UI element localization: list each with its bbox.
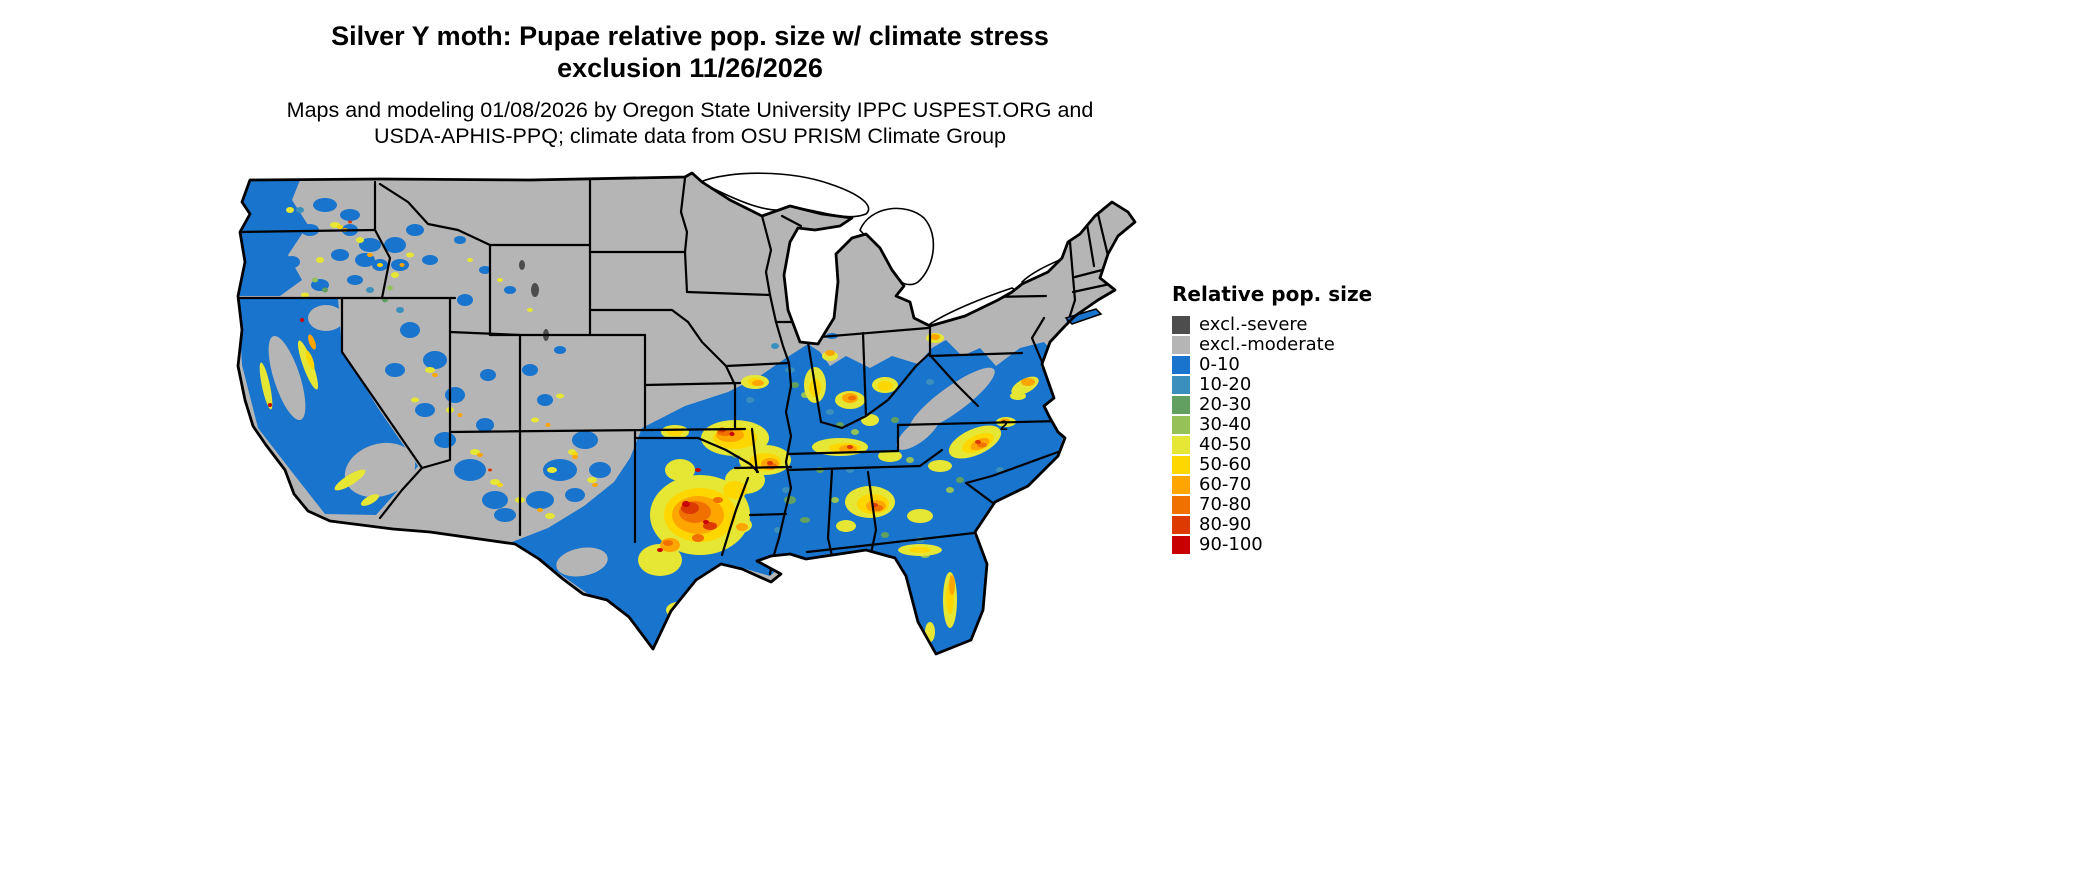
legend-entry-label: 10-20 (1199, 374, 1252, 395)
legend-entry-label: 0-10 (1199, 354, 1240, 375)
legend-swatch (1172, 376, 1190, 394)
legend-entry: 70-80 (1172, 495, 1372, 515)
legend-entry-label: 40-50 (1199, 434, 1252, 455)
legend-swatch (1172, 456, 1190, 474)
legend-swatch (1172, 496, 1190, 514)
legend-entry: excl.-severe (1172, 315, 1372, 335)
legend-entry-label: 60-70 (1199, 474, 1252, 495)
legend-entry-label: 30-40 (1199, 414, 1252, 435)
legend-swatch (1172, 476, 1190, 494)
map-raster (238, 173, 1135, 654)
legend-swatch (1172, 356, 1190, 374)
legend-entry: excl.-moderate (1172, 335, 1372, 355)
legend-swatch (1172, 516, 1190, 534)
us-map-svg: 2 (236, 171, 1137, 656)
legend-entry-label: 70-80 (1199, 494, 1252, 515)
legend-entry: 30-40 (1172, 415, 1372, 435)
legend-title: Relative pop. size (1172, 282, 1373, 306)
legend-swatch (1172, 336, 1190, 354)
legend-entry-label: 90-100 (1199, 534, 1263, 555)
us-outline (236, 171, 1137, 656)
legend-entry-label: excl.-severe (1199, 314, 1308, 335)
legend-entry-label: excl.-moderate (1199, 334, 1335, 355)
figure-title: Silver Y moth: Pupae relative pop. size … (150, 20, 1230, 84)
legend-swatch (1172, 436, 1190, 454)
figure-subtitle: Maps and modeling 01/08/2026 by Oregon S… (150, 97, 1230, 149)
raster-gray-overlays (268, 305, 995, 577)
map-marker: 2 (1000, 417, 1008, 433)
legend: Relative pop. size excl.-severe excl.-mod… (1172, 282, 1372, 555)
legend-entry: 60-70 (1172, 475, 1372, 495)
legend-swatch (1172, 536, 1190, 554)
lake-superior (698, 172, 870, 218)
us-population-map: 2 (230, 170, 1145, 662)
legend-entry: 0-10 (1172, 355, 1372, 375)
legend-entry: 20-30 (1172, 395, 1372, 415)
great-lakes (698, 172, 1070, 327)
legend-entry-label: 20-30 (1199, 394, 1252, 415)
legend-entry-label: 50-60 (1199, 454, 1252, 475)
legend-swatch (1172, 316, 1190, 334)
raster-green-20-30 (322, 287, 964, 538)
legend-entry-label: 80-90 (1199, 514, 1252, 535)
figure-title-line2: exclusion 11/26/2026 (557, 53, 823, 83)
raster-red-90-100 (268, 318, 735, 552)
legend-entry: 90-100 (1172, 535, 1372, 555)
legend-entry: 10-20 (1172, 375, 1372, 395)
figure-header: Silver Y moth: Pupae relative pop. size … (150, 20, 1230, 149)
figure-subtitle-line2: USDA-APHIS-PPQ; climate data from OSU PR… (373, 124, 1007, 148)
figure-subtitle-line1: Maps and modeling 01/08/2026 by Oregon S… (286, 98, 1094, 122)
legend-entries: excl.-severe excl.-moderate 0-10 10-20 20-30… (1172, 315, 1372, 555)
legend-swatch (1172, 416, 1190, 434)
legend-entry: 80-90 (1172, 515, 1372, 535)
legend-swatch (1172, 396, 1190, 414)
figure-title-line1: Silver Y moth: Pupae relative pop. size … (331, 21, 1049, 51)
legend-entry: 40-50 (1172, 435, 1372, 455)
legend-entry: 50-60 (1172, 455, 1372, 475)
state-borders (238, 176, 1112, 576)
